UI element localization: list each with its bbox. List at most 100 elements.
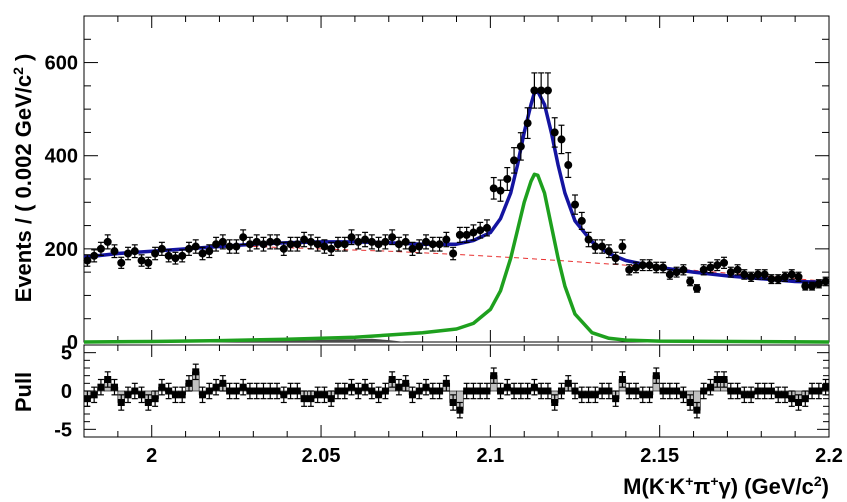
signal-fit-curve <box>83 172 830 344</box>
pull-point <box>368 382 376 400</box>
pull-point <box>497 382 505 400</box>
pull-marker <box>469 387 477 395</box>
pull-marker <box>334 387 342 395</box>
x-axis-title-e: ) <box>822 474 829 499</box>
pull-point <box>571 382 579 400</box>
pull-point <box>259 382 267 400</box>
pull-marker <box>510 387 518 395</box>
pull-point <box>361 378 369 396</box>
pull-point <box>348 378 356 396</box>
data-point-marker <box>598 242 607 251</box>
pull-point <box>239 378 247 396</box>
pull-axis-ticks <box>83 345 830 437</box>
data-point <box>503 166 512 192</box>
data-point-marker <box>706 263 715 272</box>
data-point <box>327 241 336 256</box>
data-point-marker <box>604 247 613 256</box>
data-point-marker <box>686 277 695 286</box>
pull-marker <box>307 395 315 403</box>
data-point-marker <box>794 272 803 281</box>
pull-marker <box>598 387 606 395</box>
data-point-marker <box>618 242 627 251</box>
pull-marker <box>679 391 687 399</box>
pull-marker <box>239 383 247 391</box>
pull-marker <box>727 387 735 395</box>
pull-point <box>727 382 735 400</box>
pull-y-tick-label: -5 <box>54 419 72 441</box>
pull-marker <box>381 387 389 395</box>
data-point <box>103 234 112 250</box>
pull-marker <box>483 387 491 395</box>
pull-point <box>375 386 383 404</box>
pull-marker <box>300 395 308 403</box>
data-point <box>720 256 729 269</box>
data-point-marker <box>381 237 390 246</box>
data-point-marker <box>184 244 193 253</box>
pull-marker <box>415 387 423 395</box>
data-point-marker <box>503 175 512 183</box>
pull-marker <box>314 391 322 399</box>
pull-marker <box>131 387 139 395</box>
pull-point <box>693 401 701 419</box>
pull-marker <box>144 399 152 406</box>
pull-point <box>510 382 518 400</box>
pull-marker <box>185 379 193 387</box>
x-axis-title-s1: - <box>665 473 670 489</box>
pull-y-tick-label: 5 <box>61 343 72 365</box>
data-point-marker <box>659 263 668 272</box>
pull-point <box>226 382 234 400</box>
pull-point <box>774 386 782 404</box>
pull-marker <box>713 376 721 383</box>
pull-y-axis-title: Pull <box>11 372 36 412</box>
pull-point <box>104 371 112 388</box>
data-point <box>171 251 180 265</box>
pull-point <box>388 371 396 388</box>
pull-marker <box>110 383 118 391</box>
data-point-marker <box>482 223 491 232</box>
pull-marker <box>90 391 98 399</box>
pull-marker <box>605 387 613 395</box>
pull-marker <box>808 387 816 395</box>
pull-marker <box>822 383 830 391</box>
data-point <box>313 236 322 252</box>
pull-point <box>503 378 511 396</box>
pull-point <box>422 378 430 396</box>
pull-marker <box>693 406 701 414</box>
data-point <box>388 229 397 246</box>
x-tick-label: 2.15 <box>640 445 679 467</box>
pull-point <box>171 386 179 404</box>
x-axis-title-b: K <box>669 474 685 499</box>
data-point-marker <box>699 265 708 274</box>
data-point <box>293 236 302 252</box>
data-point <box>144 256 153 269</box>
data-point-marker <box>232 242 241 251</box>
pull-marker <box>666 387 674 395</box>
pull-marker <box>368 387 376 395</box>
data-point <box>814 279 823 289</box>
data-point <box>367 234 376 250</box>
pull-marker <box>788 395 796 403</box>
data-point <box>279 241 288 256</box>
data-point-marker <box>652 263 661 272</box>
pull-marker <box>205 387 213 395</box>
pull-point <box>578 386 586 404</box>
data-point <box>713 259 722 272</box>
pull-marker <box>537 387 545 395</box>
data-point <box>733 264 742 276</box>
pull-marker <box>232 387 240 395</box>
data-point <box>333 236 342 252</box>
pull-point <box>639 386 647 404</box>
data-point-marker <box>151 249 160 258</box>
pull-point <box>652 367 660 384</box>
x-axis-title-a: M(K <box>623 474 665 499</box>
data-point-marker <box>422 237 431 246</box>
data-point <box>286 236 295 252</box>
pull-marker <box>199 391 207 399</box>
main-y-tick-label: 0 <box>67 332 78 354</box>
data-point-marker <box>462 230 471 239</box>
data-point-marker <box>747 272 756 281</box>
data-point-marker <box>442 235 451 244</box>
data-point-marker <box>428 240 437 249</box>
pull-point <box>530 378 538 396</box>
